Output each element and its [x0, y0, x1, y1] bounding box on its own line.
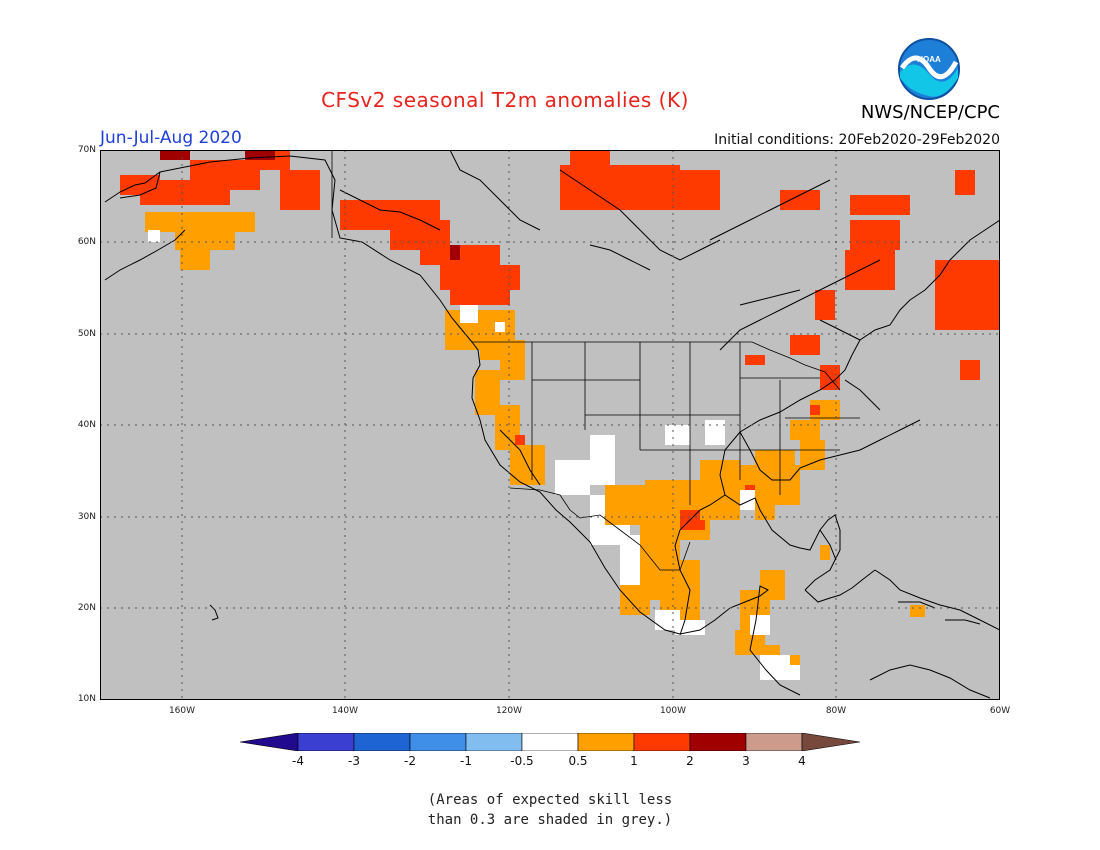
legend-label-minus3: -3: [348, 754, 360, 768]
anomaly-cell: [755, 645, 780, 655]
agency-label: NWS/NCEP/CPC: [860, 102, 1000, 123]
map-title: CFSv2 seasonal T2m anomalies (K): [321, 88, 689, 112]
anomaly-cell: [620, 585, 650, 615]
anomaly-cell: [810, 405, 820, 415]
legend-swatch-minus3-to-minus2: [353, 733, 411, 751]
lat-label-20n: 20N: [77, 603, 96, 613]
legend-label-minus05: -0.5: [510, 754, 534, 768]
lon-label-80w: 80W: [825, 706, 847, 716]
legend-label-3: 3: [742, 754, 750, 768]
anomaly-cell: [850, 220, 900, 250]
anomaly-cell: [145, 212, 255, 232]
anomaly-cell: [700, 460, 740, 520]
legend-label-2: 2: [686, 754, 694, 768]
lat-label-10n: 10N: [77, 694, 96, 704]
legend-label-1: 1: [630, 754, 638, 768]
anomaly-cell: [148, 230, 160, 242]
anomaly-cell: [815, 290, 835, 320]
legend-swatch-neutral: [521, 733, 579, 751]
legend-swatch-above-4: [801, 733, 860, 751]
anomaly-cell: [790, 420, 820, 440]
legend-label-minus4: -4: [292, 754, 304, 768]
legend-label-minus1: -1: [460, 754, 472, 768]
coastlines: [104, 150, 1000, 699]
anomaly-cell: [960, 360, 980, 380]
lon-label-140w: 140W: [331, 706, 359, 716]
anomaly-cell: [745, 355, 765, 365]
anomaly-cell: [780, 190, 820, 210]
anomaly-cell: [120, 175, 160, 195]
lat-label-70n: 70N: [77, 145, 96, 155]
legend-label-4: 4: [798, 754, 806, 768]
lon-label-120w: 120W: [495, 706, 523, 716]
anomaly-cell: [245, 150, 275, 160]
lon-label-60w: 60W: [989, 706, 1011, 716]
anomaly-cell: [910, 605, 925, 617]
anomaly-cell: [280, 170, 320, 210]
initial-conditions: Initial conditions: 20Feb2020-29Feb2020: [714, 132, 1000, 148]
anomaly-cell: [160, 150, 190, 160]
legend-swatch-2-to-3: [689, 733, 747, 751]
legend-swatch-minus2-to-minus1: [409, 733, 467, 751]
lat-label-40n: 40N: [77, 420, 96, 430]
anomaly-cell: [845, 250, 895, 290]
anomaly-cell: [760, 570, 785, 600]
forecast-period: Jun-Jul-Aug 2020: [100, 128, 242, 148]
anomaly-cell: [850, 195, 910, 215]
color-legend: [240, 733, 860, 751]
legend-label-minus2: -2: [404, 754, 416, 768]
legend-swatch-minus4-to-minus3: [297, 733, 355, 751]
anomaly-cell: [460, 305, 478, 323]
anomaly-cell: [750, 615, 770, 635]
lon-label-160w: 160W: [168, 706, 196, 716]
anomaly-cell: [450, 285, 510, 305]
anomaly-cell: [180, 250, 210, 270]
anomaly-cell: [955, 170, 975, 195]
graticule: [100, 150, 1000, 700]
anomaly-cell: [680, 590, 700, 620]
lat-label-60n: 60N: [77, 237, 96, 247]
skill-note-line2: than 0.3 are shaded in grey.): [427, 812, 673, 828]
anomaly-cell: [495, 322, 505, 332]
anomaly-cell: [800, 440, 825, 470]
anomaly-cells: [120, 150, 1000, 680]
anomaly-cell: [620, 535, 640, 595]
legend-swatch-below-minus4: [240, 733, 299, 751]
anomaly-cell: [555, 460, 590, 495]
anomaly-cell: [175, 230, 235, 250]
noaa-logo: NOAA: [898, 38, 960, 100]
legend-swatch-3-to-4: [745, 733, 803, 751]
anomaly-cell: [680, 510, 705, 530]
anomaly-cell: [820, 545, 830, 560]
anomaly-cell: [665, 425, 690, 445]
lat-label-30n: 30N: [77, 512, 96, 522]
lon-label-100w: 100W: [659, 706, 687, 716]
political-borders: [331, 150, 860, 571]
anomaly-cell: [705, 420, 725, 445]
anomaly-cell: [515, 435, 525, 445]
anomaly-cell: [675, 620, 705, 635]
skill-note-line1: (Areas of expected skill less: [427, 792, 673, 808]
anomaly-cell: [660, 170, 720, 210]
lat-label-50n: 50N: [77, 329, 96, 339]
legend-swatch-1-to-2: [633, 733, 691, 751]
legend-swatch-minus1-to-minus05: [465, 733, 523, 751]
logo-text: NOAA: [917, 55, 941, 64]
anomaly-cell: [190, 160, 260, 190]
anomaly-cell: [790, 655, 800, 665]
anomaly-cell: [790, 335, 820, 355]
forecast-map: [100, 150, 1000, 700]
anomaly-cell: [590, 435, 615, 485]
map-frame: [100, 150, 1000, 700]
anomaly-cell: [570, 150, 610, 165]
anomaly-cell: [450, 245, 460, 260]
anomaly-cell: [740, 490, 755, 510]
legend-swatch-05-to-1: [577, 733, 635, 751]
anomaly-cell: [755, 450, 795, 470]
legend-label-05: 0.5: [568, 754, 588, 768]
anomaly-cell: [500, 340, 525, 380]
anomaly-cell: [935, 260, 1000, 330]
